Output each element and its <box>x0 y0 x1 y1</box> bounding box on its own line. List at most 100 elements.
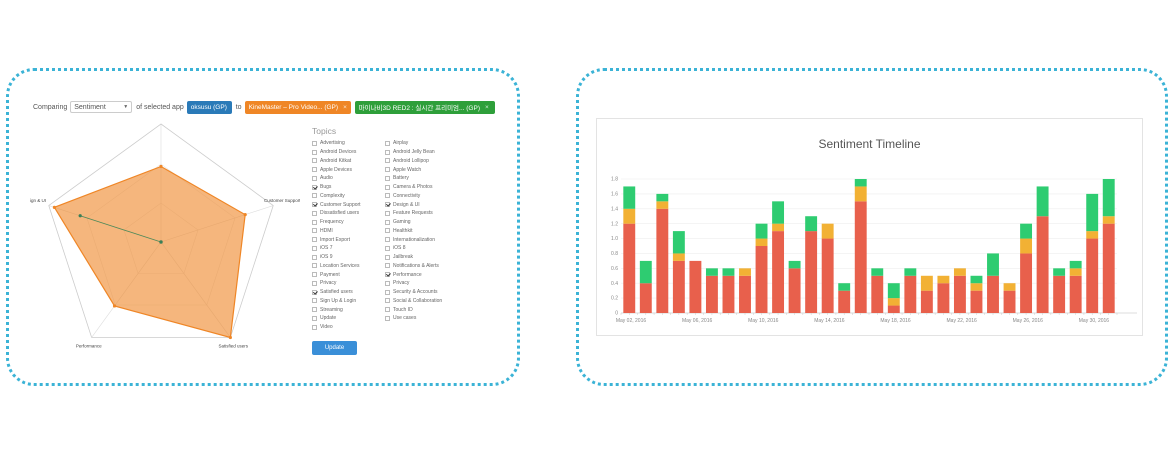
bar-segment[interactable] <box>623 208 636 224</box>
bar-segment[interactable] <box>1069 275 1082 313</box>
topic-item[interactable]: Android Lollipop <box>385 157 457 166</box>
topic-checkbox[interactable] <box>312 263 317 269</box>
topic-checkbox[interactable] <box>312 210 317 216</box>
topic-checkbox[interactable] <box>312 193 317 199</box>
topic-checkbox[interactable] <box>312 272 317 278</box>
topic-checkbox[interactable] <box>385 237 390 243</box>
topic-checkbox[interactable] <box>385 245 390 251</box>
bar-segment[interactable] <box>1102 216 1115 224</box>
app-chip-compare-2[interactable]: 마이나비3D RED2 : 실시간 프리미엄... (GP) × <box>354 100 495 114</box>
topic-checkbox[interactable] <box>312 324 317 330</box>
bar-segment[interactable] <box>722 268 735 276</box>
bar-segment[interactable] <box>854 179 867 187</box>
topic-item[interactable]: Social & Collaboration <box>385 297 457 306</box>
bar-segment[interactable] <box>739 268 751 276</box>
topic-checkbox[interactable] <box>312 237 317 243</box>
topic-item[interactable]: Complexity <box>312 192 384 201</box>
topic-checkbox[interactable] <box>385 272 390 278</box>
topic-item[interactable]: Apple Devices <box>312 165 384 174</box>
bar-segment[interactable] <box>854 186 867 202</box>
bar-segment[interactable] <box>887 283 900 299</box>
bar-segment[interactable] <box>1069 268 1082 276</box>
topic-checkbox[interactable] <box>385 149 390 155</box>
topic-checkbox[interactable] <box>385 210 390 216</box>
topic-checkbox[interactable] <box>312 149 317 155</box>
bar-segment[interactable] <box>705 275 718 313</box>
bar-segment[interactable] <box>1020 238 1033 254</box>
topic-checkbox[interactable] <box>312 184 317 190</box>
bar-segment[interactable] <box>987 275 999 313</box>
topic-item[interactable]: Connectivity <box>385 192 457 201</box>
topic-item[interactable]: Notifications & Alerts <box>385 262 457 271</box>
bar-segment[interactable] <box>1003 283 1016 291</box>
bar-segment[interactable] <box>672 231 685 254</box>
close-icon[interactable]: × <box>343 103 347 111</box>
topic-item[interactable]: Sign Up & Login <box>312 297 384 306</box>
bar-segment[interactable] <box>953 275 966 313</box>
topic-checkbox[interactable] <box>385 228 390 234</box>
topic-item[interactable]: Update <box>312 314 384 323</box>
bar-segment[interactable] <box>788 260 801 269</box>
topic-item[interactable]: Streaming <box>312 305 384 314</box>
topic-item[interactable]: Android Jelly Bean <box>385 148 457 157</box>
bar-segment[interactable] <box>1036 216 1049 313</box>
bar-segment[interactable] <box>1069 260 1082 269</box>
bar-segment[interactable] <box>672 260 685 313</box>
topic-item[interactable]: Android Devices <box>312 148 384 157</box>
topic-item[interactable]: Airplay <box>385 139 457 148</box>
bar-segment[interactable] <box>821 238 834 313</box>
topic-item[interactable]: Security & Accounts <box>385 288 457 297</box>
topic-item[interactable]: Android Kitkat <box>312 157 384 166</box>
topic-checkbox[interactable] <box>385 202 390 208</box>
topic-item[interactable]: iOS 9 <box>312 253 384 262</box>
bar-segment[interactable] <box>920 275 933 291</box>
bar-segment[interactable] <box>656 193 669 202</box>
bar-segment[interactable] <box>672 253 685 261</box>
bar-segment[interactable] <box>904 268 917 276</box>
topic-item[interactable]: Audio <box>312 174 384 183</box>
bar-segment[interactable] <box>722 275 735 313</box>
bar-segment[interactable] <box>772 231 785 313</box>
topic-item[interactable]: Payment <box>312 270 384 279</box>
bar-segment[interactable] <box>920 290 933 313</box>
bar-segment[interactable] <box>623 186 636 209</box>
topic-item[interactable]: Bugs <box>312 183 384 192</box>
topic-item[interactable]: iOS 8 <box>385 244 457 253</box>
topic-checkbox[interactable] <box>312 228 317 234</box>
topic-checkbox[interactable] <box>385 263 390 269</box>
topic-checkbox[interactable] <box>312 315 317 321</box>
metric-select[interactable]: Sentiment ▼ <box>70 101 133 113</box>
topic-checkbox[interactable] <box>312 280 317 286</box>
close-icon[interactable]: × <box>484 103 489 111</box>
bar-segment[interactable] <box>854 201 867 313</box>
topic-item[interactable]: Privacy <box>385 279 457 288</box>
bar-segment[interactable] <box>987 253 999 276</box>
topic-item[interactable]: Dissatisfied users <box>312 209 384 218</box>
bar-segment[interactable] <box>1102 179 1115 217</box>
bar-segment[interactable] <box>1053 275 1066 313</box>
topic-item[interactable]: Battery <box>385 174 457 183</box>
bar-segment[interactable] <box>805 216 818 232</box>
topic-checkbox[interactable] <box>385 219 390 225</box>
topic-checkbox[interactable] <box>385 280 390 286</box>
topic-checkbox[interactable] <box>312 158 317 164</box>
topic-item[interactable]: Apple Watch <box>385 165 457 174</box>
bar-segment[interactable] <box>1086 193 1099 232</box>
bar-segment[interactable] <box>705 268 718 276</box>
bar-segment[interactable] <box>887 305 900 313</box>
bar-segment[interactable] <box>755 246 768 313</box>
topic-checkbox[interactable] <box>385 193 390 199</box>
topic-item[interactable]: Frequency <box>312 218 384 227</box>
topic-item[interactable]: Jailbreak <box>385 253 457 262</box>
bar-segment[interactable] <box>937 275 950 284</box>
bar-segment[interactable] <box>656 201 669 209</box>
app-chip-compare-1[interactable]: KineMaster – Pro Video... (GP) × <box>244 100 351 114</box>
bar-segment[interactable] <box>821 223 834 239</box>
topic-item[interactable]: Satisfied users <box>312 288 384 297</box>
bar-segment[interactable] <box>639 260 652 284</box>
topic-item[interactable]: Feature Requests <box>385 209 457 218</box>
bar-segment[interactable] <box>1036 186 1049 217</box>
topic-checkbox[interactable] <box>385 175 390 181</box>
topic-checkbox[interactable] <box>385 298 390 304</box>
topic-item[interactable]: iOS 7 <box>312 244 384 253</box>
